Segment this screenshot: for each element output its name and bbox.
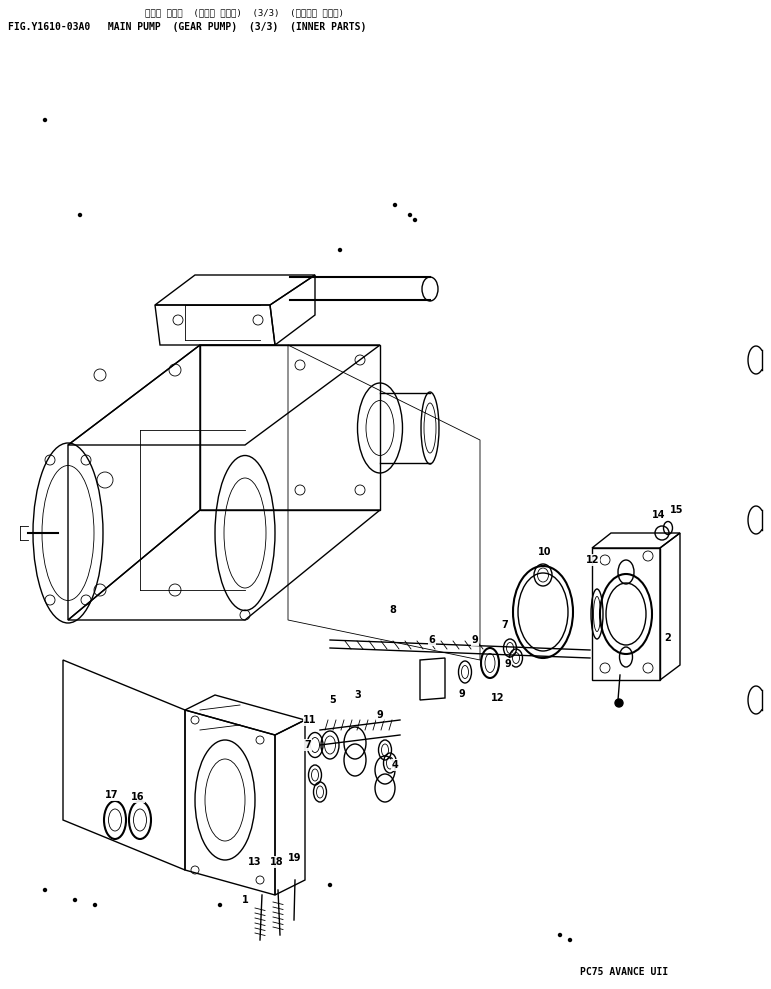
Circle shape (568, 939, 571, 942)
Circle shape (393, 204, 396, 207)
Text: 17: 17 (106, 790, 119, 800)
Text: 9: 9 (505, 659, 511, 669)
Text: 15: 15 (670, 505, 684, 515)
Text: 19: 19 (288, 853, 301, 863)
Text: 2: 2 (665, 633, 672, 643)
Text: 8: 8 (389, 605, 396, 615)
Text: 16: 16 (131, 792, 145, 802)
Circle shape (615, 699, 623, 707)
Circle shape (93, 904, 96, 907)
Text: 5: 5 (330, 695, 336, 705)
Text: 3: 3 (355, 690, 362, 700)
Circle shape (409, 214, 412, 217)
Circle shape (43, 888, 46, 891)
Circle shape (218, 904, 221, 907)
Circle shape (338, 248, 342, 251)
Circle shape (73, 898, 76, 902)
Text: 18: 18 (270, 857, 284, 867)
Text: 12: 12 (586, 555, 600, 565)
Text: PC75 AVANCE UII: PC75 AVANCE UII (580, 967, 668, 977)
Text: 7: 7 (305, 740, 311, 750)
Text: メイン ポンプ  (ギヤー ポンプ)  (3/3)  (インナー パーツ): メイン ポンプ (ギヤー ポンプ) (3/3) (インナー パーツ) (145, 8, 344, 17)
Circle shape (328, 883, 332, 886)
Circle shape (558, 934, 561, 937)
Text: 7: 7 (502, 620, 508, 630)
Text: 1: 1 (241, 895, 248, 905)
Text: 10: 10 (538, 547, 552, 557)
Text: 11: 11 (303, 715, 317, 725)
Text: 9: 9 (472, 635, 478, 645)
Circle shape (43, 119, 46, 122)
Text: 9: 9 (459, 689, 466, 699)
Text: 6: 6 (429, 635, 436, 645)
Text: 9: 9 (376, 710, 383, 720)
Text: 14: 14 (652, 510, 665, 520)
Text: FIG.Y1610-03A0   MAIN PUMP  (GEAR PUMP)  (3/3)  (INNER PARTS): FIG.Y1610-03A0 MAIN PUMP (GEAR PUMP) (3/… (8, 22, 366, 32)
Text: 4: 4 (392, 760, 399, 770)
Circle shape (413, 219, 416, 222)
Text: 12: 12 (491, 693, 505, 703)
Circle shape (79, 214, 82, 217)
Text: 13: 13 (248, 857, 261, 867)
